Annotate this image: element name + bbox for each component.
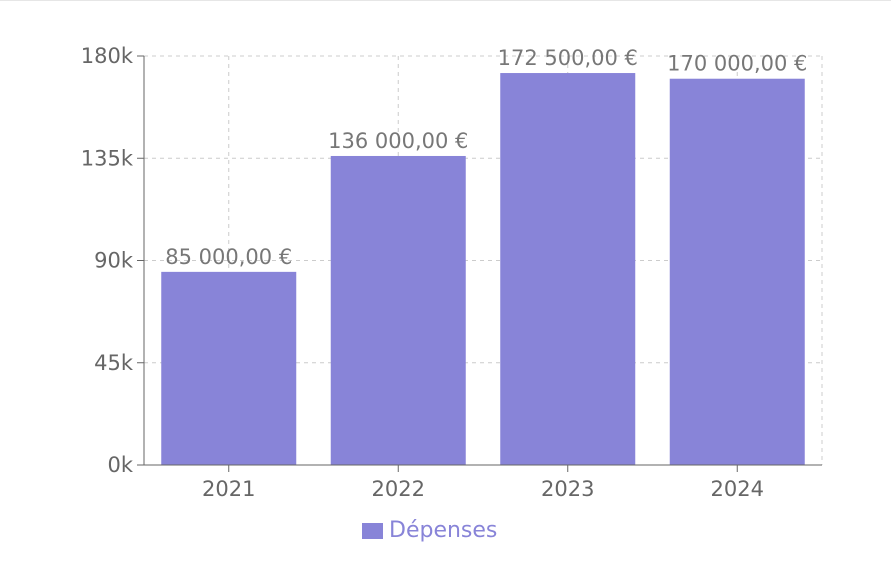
x-tick-label: 2022: [372, 477, 425, 501]
y-tick-label: 45k: [94, 351, 134, 375]
legend-swatch-depenses: [362, 523, 383, 539]
bar-2021[interactable]: [161, 271, 297, 465]
bars: [161, 73, 805, 466]
legend-label-depenses: Dépenses: [389, 518, 497, 543]
x-tick-label: 2024: [711, 477, 764, 501]
data-labels: 85 000,00 € 136 000,00 € 172 500,00 € 170 0…: [165, 46, 807, 269]
bar-2022[interactable]: [330, 155, 466, 465]
y-tick-label: 180k: [81, 44, 134, 68]
axes: 0k 45k 90k 135k 180k 2021 2022 2023 2024: [81, 44, 822, 501]
data-label-2023: 172 500,00 €: [498, 46, 638, 70]
bar-2023[interactable]: [500, 73, 636, 466]
bar-2024[interactable]: [669, 78, 805, 465]
data-label-2021: 85 000,00 €: [165, 245, 292, 269]
x-tick-label: 2023: [541, 477, 594, 501]
legend[interactable]: Dépenses: [362, 518, 497, 543]
data-label-2024: 170 000,00 €: [667, 52, 807, 76]
y-tick-label: 0k: [107, 453, 133, 477]
y-tick-label: 90k: [94, 249, 134, 273]
data-label-2022: 136 000,00 €: [328, 129, 468, 153]
y-tick-label: 135k: [81, 146, 134, 170]
x-tick-label: 2021: [202, 477, 255, 501]
